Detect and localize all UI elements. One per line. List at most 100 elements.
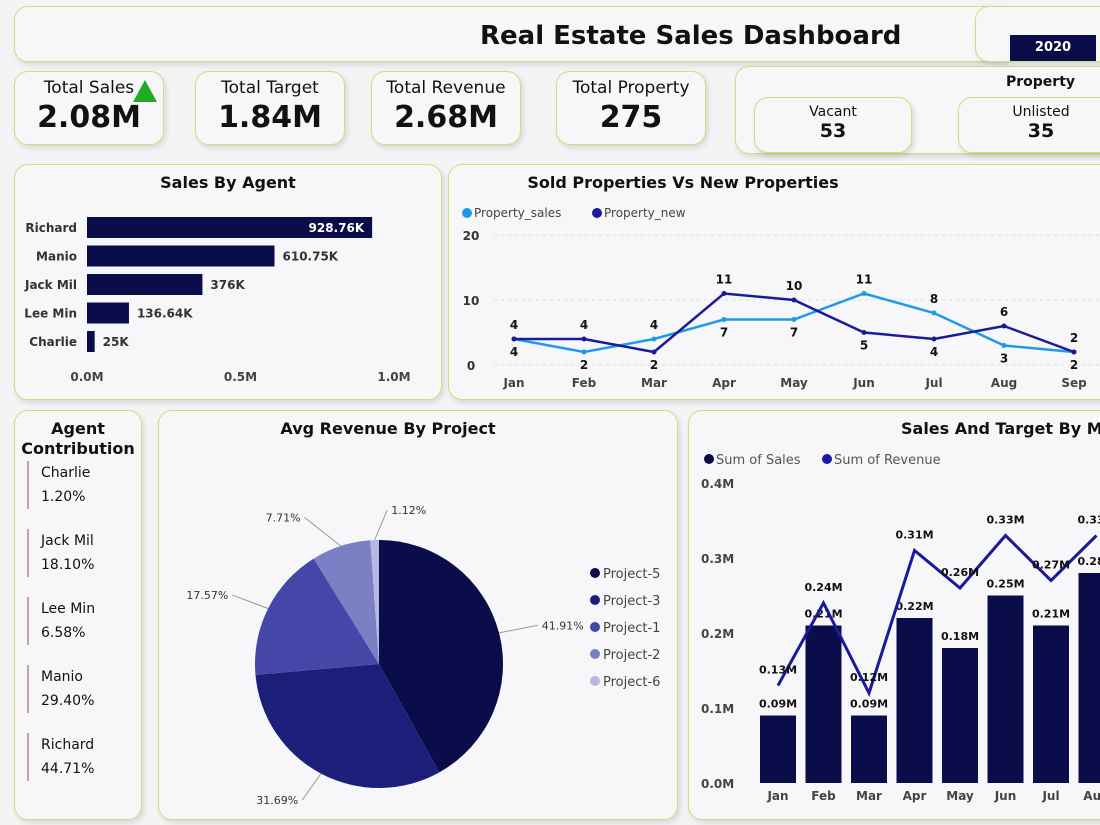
kpi-value: 2.08M xyxy=(37,100,141,135)
kpi-card: Total Target 1.84M xyxy=(195,71,345,145)
data-label: 7 xyxy=(720,326,728,340)
data-point xyxy=(721,291,727,296)
y-tick: 0.3M xyxy=(701,552,734,566)
kpi-label: Total Revenue xyxy=(386,78,506,98)
agent-label: Richard xyxy=(25,221,77,235)
legend-label: Project-3 xyxy=(603,594,660,609)
data-point xyxy=(791,317,797,322)
data-label: 2 xyxy=(1070,331,1078,345)
line-label: 0.13M xyxy=(759,664,797,677)
bar-label: 0.21M xyxy=(1032,608,1070,621)
agent-name: Richard xyxy=(41,737,95,753)
data-point xyxy=(511,336,517,342)
y-tick: 0.4M xyxy=(701,477,734,491)
x-tick: May xyxy=(780,376,808,390)
x-tick: Jul xyxy=(924,376,942,390)
y-tick: 20 xyxy=(463,229,480,243)
sales-target-card: Sales And Target By Month Sum of SalesSu… xyxy=(688,410,1100,820)
legend-label: Project-6 xyxy=(603,675,660,690)
bar-label: 0.18M xyxy=(941,630,979,643)
x-tick: Jun xyxy=(852,376,875,390)
x-tick: Jan xyxy=(766,789,788,803)
sales-by-agent-card: Sales By Agent Richard 928.76K Manio 610.75… xyxy=(14,164,442,400)
agent-label: Jack Mil xyxy=(24,278,77,292)
pie-slice xyxy=(379,540,503,773)
agent-pct: 6.58% xyxy=(41,625,86,641)
sales-bar xyxy=(851,715,887,783)
data-point xyxy=(931,336,937,342)
leader-line xyxy=(374,509,388,541)
data-label: 2 xyxy=(650,358,658,372)
data-label: 4 xyxy=(510,318,518,332)
line-label: 0.24M xyxy=(804,581,842,594)
legend-label: Project-5 xyxy=(603,567,660,582)
agent-name: Jack Mil xyxy=(41,533,94,549)
kpi-card: Total Property 275 xyxy=(556,71,706,145)
x-tick: 0.5M xyxy=(224,370,257,384)
sales-bar xyxy=(1078,573,1100,783)
bar-label: 0.21M xyxy=(804,608,842,621)
line-label: 0.27M xyxy=(1032,559,1070,572)
x-tick: Sep xyxy=(1061,376,1087,390)
sales-bar xyxy=(1033,625,1069,783)
sales-bar xyxy=(896,618,933,783)
legend-label: Project-2 xyxy=(603,648,660,663)
data-label: 10 xyxy=(786,279,803,293)
sales-bar xyxy=(805,625,842,783)
agent-label: Charlie xyxy=(29,335,77,349)
x-tick: Apr xyxy=(712,376,736,390)
bar-label: 0.09M xyxy=(759,698,797,711)
line-label: 0.33M xyxy=(1077,514,1100,527)
agent-name: Lee Min xyxy=(41,601,96,617)
kpi-label: Total Property xyxy=(572,78,690,98)
agent-pct: 29.40% xyxy=(41,693,95,709)
x-tick: May xyxy=(946,789,974,803)
legend-label: Property_sales xyxy=(474,206,561,220)
agent-bar-label: 25K xyxy=(103,335,130,349)
kpi-card: Total Sales 2.08M xyxy=(14,71,164,145)
y-tick: 10 xyxy=(463,294,480,308)
data-point xyxy=(791,297,797,303)
sold-vs-new-card: Sold Properties Vs New Properties Proper… xyxy=(448,164,1100,400)
agent-name: Manio xyxy=(41,669,83,685)
x-tick: Aug xyxy=(1083,789,1100,803)
kpi-value: 275 xyxy=(599,100,663,135)
kpi-label: Total Sales xyxy=(43,78,135,98)
pie-slice xyxy=(313,540,379,664)
legend-marker xyxy=(590,649,600,659)
x-tick: 1.0M xyxy=(377,370,410,384)
x-tick: Mar xyxy=(856,789,882,803)
data-point xyxy=(861,291,867,296)
x-tick: Feb xyxy=(811,789,836,803)
kpi-label: Total Target xyxy=(221,78,319,98)
sales-by-agent-chart: Richard 928.76K Manio 610.75K Jack Mil 376K Le… xyxy=(24,217,411,384)
legend-label: Sum of Revenue xyxy=(834,453,941,468)
agent-contribution-item: Lee Min 6.58% xyxy=(27,597,95,645)
data-label: 4 xyxy=(510,345,518,359)
sales-bar xyxy=(987,595,1024,783)
data-point xyxy=(651,349,657,355)
data-label: 3 xyxy=(1000,352,1008,366)
legend-marker xyxy=(822,454,832,464)
year-button-2020[interactable]: 2020 xyxy=(1010,35,1096,61)
bar-label: 0.22M xyxy=(895,600,933,613)
y-tick: 0.2M xyxy=(701,627,734,641)
x-tick: Feb xyxy=(572,376,597,390)
data-label: 8 xyxy=(930,292,938,306)
leader-line xyxy=(301,773,322,801)
agent-contribution-card: Agent Contribution Charlie 1.20% Jack Mil 1… xyxy=(14,410,142,820)
x-tick: 0.0M xyxy=(70,370,103,384)
bar-label: 0.28M xyxy=(1077,555,1100,568)
pie-slice xyxy=(255,664,440,788)
data-label: 11 xyxy=(856,273,873,287)
sold-vs-new-chart: Property_sales Property_new 0 10 20 Jan Feb Mar… xyxy=(462,206,1100,390)
avg-revenue-card: Avg Revenue By Project 41.91% 31.69% 17.57… xyxy=(158,410,678,820)
data-label: 2 xyxy=(580,358,588,372)
agent-name: Charlie xyxy=(41,465,91,481)
property-unlisted: Unlisted 35 xyxy=(958,97,1100,153)
agent-bar xyxy=(87,245,275,267)
data-label: 7 xyxy=(790,326,798,340)
agent-contribution-item: Manio 29.40% xyxy=(27,665,94,713)
agent-bar-label: 928.76K xyxy=(309,221,365,235)
agent-bar-label: 136.64K xyxy=(137,307,193,321)
